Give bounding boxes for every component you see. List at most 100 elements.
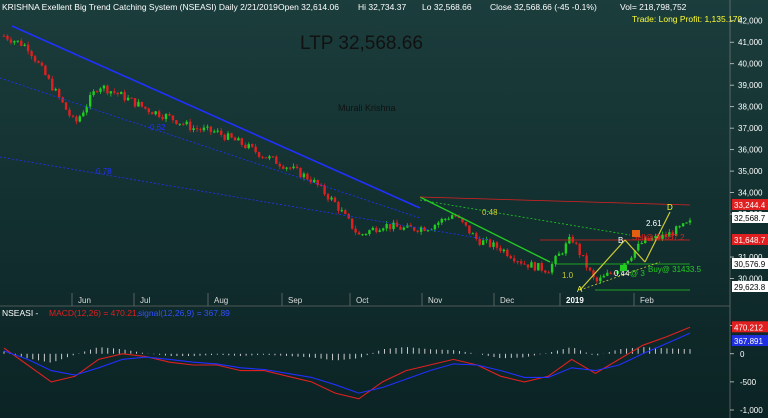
candle-body xyxy=(595,277,599,282)
candle-body xyxy=(661,234,664,239)
candle-body xyxy=(547,272,550,274)
candle-body xyxy=(313,179,316,183)
candle-body xyxy=(516,261,519,263)
candle-body xyxy=(633,250,637,258)
ohlc-high: Hi 32,734.37 xyxy=(358,2,406,12)
time-tick-label: Feb xyxy=(640,296,654,305)
macd-badge xyxy=(732,321,768,333)
macd-tick-label: -1,000 xyxy=(740,406,763,415)
candle-body xyxy=(626,260,630,264)
time-tick-label: Nov xyxy=(428,296,442,305)
ohlc-low: Lo 32,568.66 xyxy=(422,2,472,12)
fib-label-078: 0.78 xyxy=(96,167,112,176)
macd-legend-name: NSEASI - xyxy=(2,308,39,318)
price-tick-label: 39,000 xyxy=(738,81,763,90)
candle-body xyxy=(16,40,19,42)
macd-tick-label: -500 xyxy=(740,378,757,387)
candle-body xyxy=(323,185,326,195)
price-badge xyxy=(732,199,768,210)
point-d-label: D xyxy=(667,203,673,212)
ohlc-open: Open 32,614.06 xyxy=(278,2,339,12)
price-tick-label: 35,000 xyxy=(738,167,763,176)
candle-body xyxy=(668,232,671,237)
price-tick-label: 37,000 xyxy=(738,124,763,133)
candle-body xyxy=(647,237,650,241)
candle-body xyxy=(364,233,368,235)
candle-body xyxy=(247,144,250,149)
candle-body xyxy=(319,185,323,187)
candle-body xyxy=(240,138,244,145)
candle-body xyxy=(51,78,54,91)
candle-body xyxy=(226,133,230,140)
candle-body xyxy=(54,89,57,91)
candle-body xyxy=(581,255,585,257)
price-tick-label: 41,000 xyxy=(738,38,763,47)
candle-body xyxy=(20,40,23,46)
candle-body xyxy=(161,116,164,120)
candle-body xyxy=(612,273,616,275)
candle-body xyxy=(419,227,423,232)
candle-body xyxy=(147,108,150,113)
candle-body xyxy=(326,194,330,200)
price-tick-label: 38,000 xyxy=(738,103,763,112)
candle-body xyxy=(116,92,119,95)
candle-body xyxy=(592,270,595,278)
candle-body xyxy=(375,227,378,232)
buy-signal-label: Buy@ 31433.5 xyxy=(648,265,702,274)
price-tick-label: 42,000 xyxy=(738,17,763,26)
resistance-line xyxy=(419,196,691,206)
candle-body xyxy=(309,179,313,183)
candle-body xyxy=(588,267,592,271)
candle-body xyxy=(230,133,233,138)
candle-body xyxy=(64,102,68,110)
candle-body xyxy=(306,173,309,180)
trendline-main xyxy=(11,25,421,209)
candle-body xyxy=(120,92,123,95)
candle-body xyxy=(199,129,202,131)
candle-body xyxy=(88,94,92,107)
ltp-label: LTP 32,568.66 xyxy=(300,33,423,54)
price-badge-label: 30,576.9 xyxy=(734,260,766,269)
candle-body xyxy=(416,230,419,232)
candle-body xyxy=(675,226,678,236)
candle-body xyxy=(578,243,581,256)
candle-body xyxy=(378,230,381,232)
macd-badge-label: 470.212 xyxy=(734,323,763,332)
candle-body xyxy=(461,217,464,222)
candle-body xyxy=(78,116,82,122)
candle-body xyxy=(399,226,402,230)
price-badge xyxy=(732,258,768,269)
candle-body xyxy=(188,121,192,131)
candle-body xyxy=(371,227,375,231)
price-badge xyxy=(732,212,768,223)
time-tick-label: 2019 xyxy=(566,296,584,305)
chart-title: KRISHNA Exellent Big Trend Catching Syst… xyxy=(2,2,278,12)
candle-body xyxy=(6,35,9,40)
candle-body xyxy=(344,210,347,214)
candle-body xyxy=(330,197,333,200)
candle-body xyxy=(299,167,302,178)
time-tick-label: Jun xyxy=(78,296,91,305)
candle-body xyxy=(471,233,475,235)
candle-body xyxy=(609,272,612,274)
candle-body xyxy=(426,230,430,232)
candle-body xyxy=(606,272,609,276)
candle-body xyxy=(264,157,268,159)
xabcd-line-2 xyxy=(579,239,626,291)
candle-body xyxy=(643,237,647,244)
candle-body xyxy=(113,91,116,93)
candle-body xyxy=(178,123,182,125)
candle-body xyxy=(137,101,140,107)
candle-body xyxy=(33,56,37,62)
candle-body xyxy=(295,166,299,168)
candle-body xyxy=(488,239,492,247)
candle-body xyxy=(40,62,44,66)
candle-body xyxy=(47,75,51,79)
candle-body xyxy=(233,137,237,141)
candle-body xyxy=(102,85,106,89)
candle-body xyxy=(650,238,654,241)
candle-body xyxy=(550,263,554,273)
candle-body xyxy=(509,256,512,259)
candle-body xyxy=(244,144,247,149)
